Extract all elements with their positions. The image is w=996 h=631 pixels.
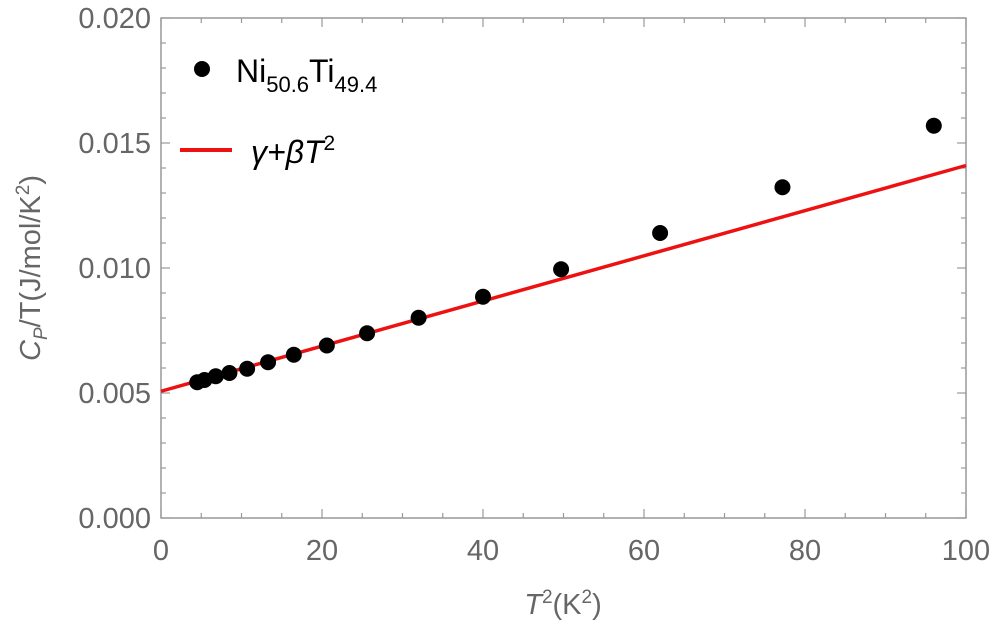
legend: Ni50.6Ti49.4 γ+βT2	[180, 53, 377, 170]
data-point	[410, 309, 427, 326]
y-tick-label: 0.015	[78, 128, 151, 160]
x-tick-label: 80	[789, 535, 821, 567]
legend-entry-scatter: Ni50.6Ti49.4	[194, 53, 377, 97]
fit-line	[160, 163, 967, 393]
x-tick-label: 100	[942, 535, 990, 567]
y-tick-labels: 0.000 0.005 0.010 0.015 0.020	[78, 3, 151, 535]
x-tick-labels: 0 20 40 60 80 100	[153, 535, 990, 567]
legend-marker-scatter	[194, 61, 210, 77]
data-point	[553, 261, 570, 278]
fit-line-layer	[160, 163, 967, 393]
y-axis-label: CP/T(J/mol/K2)	[13, 175, 52, 361]
data-point	[359, 325, 376, 342]
data-point	[925, 117, 942, 134]
x-tick-label: 0	[153, 535, 169, 567]
x-tick-label: 60	[628, 535, 660, 567]
points-layer	[189, 117, 942, 391]
legend-label-scatter: Ni50.6Ti49.4	[236, 53, 377, 97]
data-point	[221, 365, 238, 381]
y-tick-label: 0.020	[78, 3, 151, 35]
ticks	[160, 17, 967, 519]
data-point	[774, 179, 791, 196]
data-point	[318, 337, 335, 354]
y-tick-label: 0.010	[78, 253, 151, 285]
data-point	[239, 360, 256, 377]
data-point	[652, 225, 669, 241]
legend-entry-fit: γ+βT2	[180, 132, 335, 170]
x-tick-label: 20	[306, 535, 338, 567]
y-tick-label: 0.000	[78, 503, 151, 535]
x-axis-label: T2(K2)	[524, 587, 602, 621]
x-tick-label: 40	[467, 535, 499, 567]
data-point	[260, 354, 277, 371]
legend-label-fit: γ+βT2	[251, 132, 335, 170]
data-point	[475, 288, 491, 305]
data-point	[285, 346, 302, 363]
data-point	[207, 368, 224, 385]
y-tick-label: 0.005	[78, 378, 151, 410]
